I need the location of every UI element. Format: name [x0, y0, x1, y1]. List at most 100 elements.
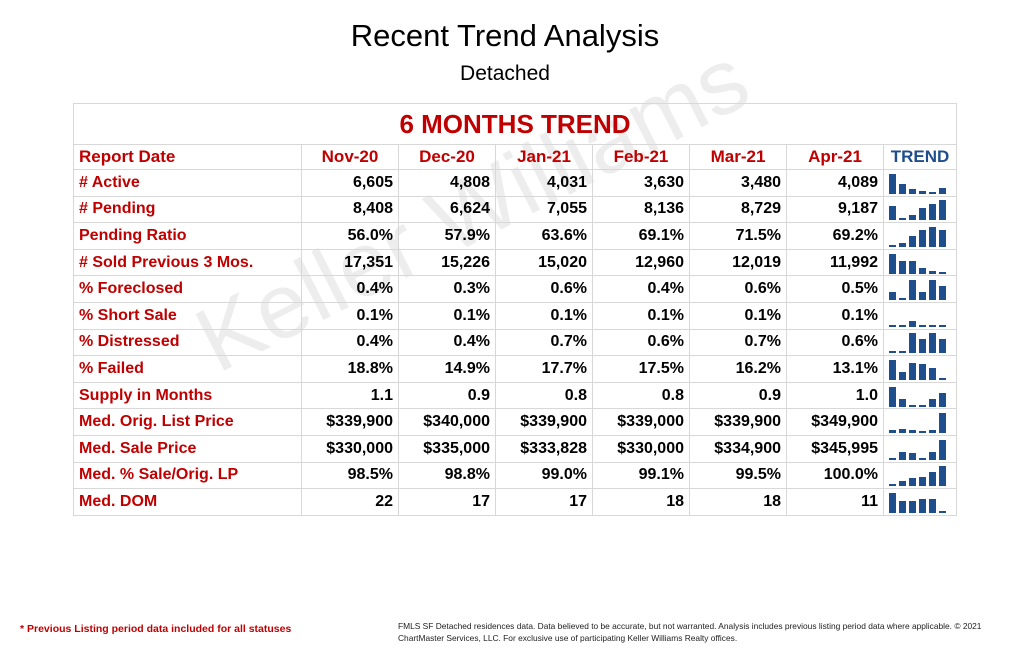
table-cell: 0.1%	[786, 301, 884, 330]
trend-bar	[939, 392, 946, 407]
table-cell: 0.8	[592, 381, 690, 410]
trend-bar	[909, 188, 916, 194]
trend-sparkline	[883, 169, 957, 197]
page-subtitle: Detached	[460, 62, 550, 85]
table-cell: 16.2%	[689, 355, 787, 383]
trend-bar	[899, 480, 906, 487]
trend-bar	[929, 368, 936, 380]
table-cell: 99.1%	[592, 461, 690, 490]
trend-bar	[919, 207, 926, 221]
trend-bar	[939, 510, 946, 513]
trend-bar	[939, 413, 946, 434]
table-cell: $345,995	[786, 434, 884, 463]
table-row: Med. % Sale/Orig. LP 98.5% 98.8% 99.0% 99.1%…	[73, 461, 957, 490]
trend-bar	[889, 173, 896, 194]
table-cell: 22	[301, 488, 399, 516]
disclaimer: FMLS SF Detached residences data. Data b…	[398, 621, 982, 643]
trend-bar	[929, 452, 936, 460]
trend-sparkline	[883, 195, 957, 224]
table-cell: 0.5%	[786, 275, 884, 303]
table-cell: $330,000	[301, 434, 399, 463]
table-cell: 17,351	[301, 248, 399, 277]
trend-bar	[909, 236, 916, 247]
table-row: # Pending 8,408 6,624 7,055 8,136 8,729 9,187	[73, 195, 957, 224]
trend-bar	[919, 292, 926, 301]
trend-bar	[909, 404, 916, 407]
table-cell: 14.9%	[398, 355, 496, 383]
trend-bar	[889, 324, 896, 327]
trend-bar	[899, 218, 906, 221]
trend-bar	[929, 333, 936, 354]
table-cell: $339,000	[592, 408, 690, 436]
header-col: Dec-20	[398, 144, 496, 170]
trend-bar	[919, 229, 926, 247]
table-row: Med. DOM 22 17 17 18 18 11	[73, 488, 957, 516]
trend-bar	[889, 484, 896, 487]
row-label: Supply in Months	[73, 381, 302, 410]
table-row: # Active 6,605 4,808 4,031 3,630 3,480 4,089	[73, 169, 957, 197]
trend-bar	[899, 298, 906, 301]
table-cell: 6,605	[301, 169, 399, 197]
trend-bar	[899, 351, 906, 354]
trend-bar	[889, 253, 896, 274]
table-row: Pending Ratio 56.0% 57.9% 63.6% 69.1% 71.5% 69…	[73, 222, 957, 250]
footnote: * Previous Listing period data included …	[20, 623, 292, 635]
trend-bar	[929, 499, 936, 513]
table-cell: 8,136	[592, 195, 690, 224]
table-cell: 98.8%	[398, 461, 496, 490]
table-cell: 8,408	[301, 195, 399, 224]
table-cell: 4,031	[495, 169, 593, 197]
table-cell: 17.7%	[495, 355, 593, 383]
table-row: Supply in Months 1.1 0.9 0.8 0.8 0.9 1.0	[73, 381, 957, 410]
trend-table: 6 MONTHS TREND Report Date Nov-20 Dec-20 Ja…	[73, 103, 957, 516]
trend-bar	[899, 260, 906, 274]
header-col: Feb-21	[592, 144, 690, 170]
trend-bar	[929, 203, 936, 221]
trend-bar	[909, 363, 916, 380]
trend-sparkline	[883, 222, 957, 250]
table-row: % Short Sale 0.1% 0.1% 0.1% 0.1% 0.1% 0.1%	[73, 301, 957, 330]
table-row: Med. Sale Price $330,000 $335,000 $333,828 $…	[73, 434, 957, 463]
trend-bar	[939, 271, 946, 274]
table-cell: 0.1%	[495, 301, 593, 330]
table-row: % Failed 18.8% 14.9% 17.7% 17.5% 16.2% 13.1%	[73, 355, 957, 383]
table-cell: 0.1%	[689, 301, 787, 330]
trend-bar	[919, 364, 926, 380]
table-cell: 0.6%	[495, 275, 593, 303]
table-cell: 3,630	[592, 169, 690, 197]
table-cell: 4,089	[786, 169, 884, 197]
trend-bar	[909, 453, 916, 460]
trend-bar	[899, 242, 906, 247]
table-cell: 1.0	[786, 381, 884, 410]
trend-bar	[919, 268, 926, 274]
table-cell: 15,226	[398, 248, 496, 277]
table-cell: $339,900	[301, 408, 399, 436]
trend-bar	[929, 429, 936, 434]
trend-bar	[939, 339, 946, 354]
trend-bar	[939, 188, 946, 194]
trend-bar	[929, 280, 936, 301]
trend-bar	[899, 324, 906, 327]
table-cell: 18.8%	[301, 355, 399, 383]
table-cell: 6,624	[398, 195, 496, 224]
table-cell: 0.4%	[301, 275, 399, 303]
trend-bar	[899, 398, 906, 407]
trend-bar	[919, 499, 926, 513]
header-col: Mar-21	[689, 144, 787, 170]
table-cell: 69.1%	[592, 222, 690, 250]
table-cell: 0.6%	[689, 275, 787, 303]
trend-bar	[939, 439, 946, 460]
trend-bar	[929, 191, 936, 194]
trend-sparkline	[883, 301, 957, 330]
trend-bar	[939, 286, 946, 301]
trend-bar	[889, 429, 896, 434]
table-cell: 71.5%	[689, 222, 787, 250]
trend-bar	[939, 229, 946, 247]
table-cell: 12,960	[592, 248, 690, 277]
trend-bar	[909, 280, 916, 301]
trend-bar	[919, 404, 926, 407]
trend-bar	[909, 501, 916, 513]
table-cell: 56.0%	[301, 222, 399, 250]
table-cell: 63.6%	[495, 222, 593, 250]
trend-bar	[889, 205, 896, 221]
